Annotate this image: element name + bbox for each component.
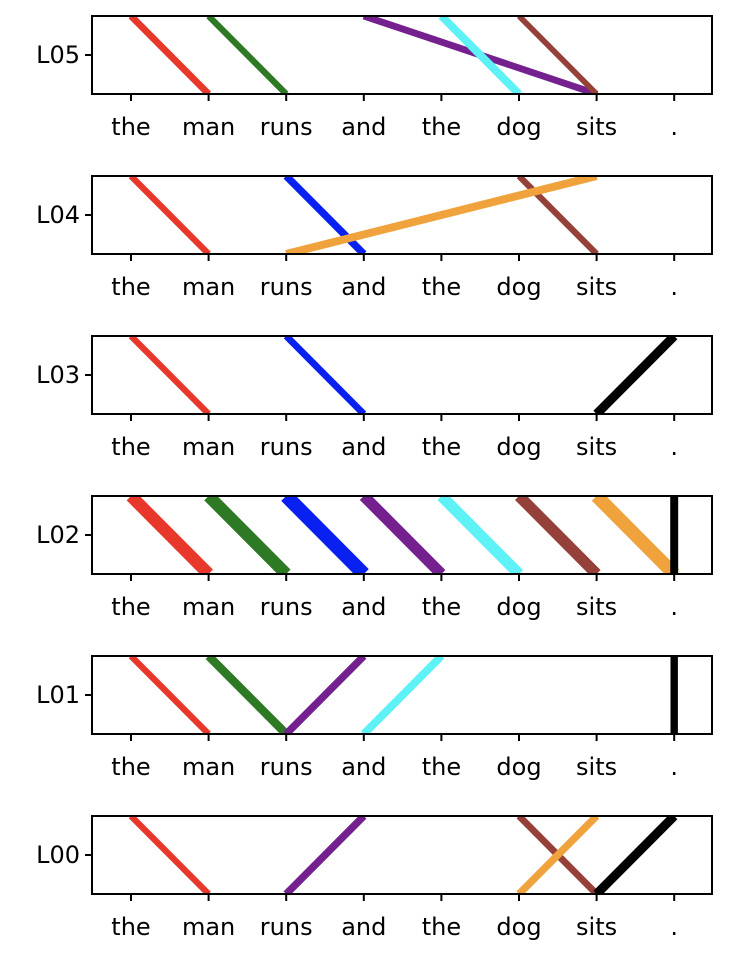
attention-edge-and-to-the xyxy=(359,496,446,574)
token-label: . xyxy=(670,113,678,141)
layer-panel-l04: L04 the man runs and the dog sits. xyxy=(36,175,713,301)
token-label: dog xyxy=(496,113,541,141)
token-label: sits xyxy=(576,913,617,941)
token-label: . xyxy=(670,433,678,461)
token-label: sits xyxy=(576,113,617,141)
token-label: . xyxy=(670,593,678,621)
token-label: . xyxy=(670,913,678,941)
layer-label: L05 xyxy=(36,41,80,69)
attention-edge-man-to-runs xyxy=(204,496,291,574)
token-label: runs xyxy=(260,913,313,941)
layer-panel-l02: L02 the man runs and the dog sits. xyxy=(36,495,713,621)
layer-panel-l00: L00 the man runs and the dog sits. xyxy=(36,815,713,941)
token-label: man xyxy=(182,753,235,781)
token-label: sits xyxy=(576,753,617,781)
token-label: man xyxy=(182,273,235,301)
layer-edges xyxy=(128,816,678,894)
token-label: the xyxy=(422,593,461,621)
token-label: the xyxy=(111,913,150,941)
layer-label: L00 xyxy=(36,841,80,869)
layer-panel-l05: L05 the man runs and the dog sits. xyxy=(36,15,713,141)
token-label: sits xyxy=(576,593,617,621)
token-label: the xyxy=(111,273,150,301)
token-label: the xyxy=(111,113,150,141)
attention-edge-and-to-runs xyxy=(283,816,367,894)
token-label: and xyxy=(341,433,386,461)
token-label: runs xyxy=(260,433,313,461)
token-label: dog xyxy=(496,593,541,621)
token-label: man xyxy=(182,433,235,461)
layer-edges xyxy=(128,336,678,414)
token-label: the xyxy=(422,273,461,301)
token-label: dog xyxy=(496,273,541,301)
token-label: the xyxy=(422,753,461,781)
layer-edges xyxy=(128,656,678,734)
token-label: runs xyxy=(260,113,313,141)
token-label: man xyxy=(182,113,235,141)
layer-panel-l03: L03 the man runs and the dog sits. xyxy=(36,335,713,461)
token-label: the xyxy=(422,913,461,941)
token-label: and xyxy=(341,913,386,941)
token-label: the xyxy=(111,433,150,461)
attention-edge-the-to-man xyxy=(128,656,211,734)
attention-edge-period-to-sits xyxy=(593,816,678,894)
token-label: and xyxy=(341,273,386,301)
attention-edge-and-to-runs xyxy=(283,656,367,734)
attention-edge-the-to-man xyxy=(128,336,211,414)
attention-edge-runs-to-and xyxy=(281,496,369,574)
attention-edge-sits-to-period xyxy=(591,496,679,574)
token-label: and xyxy=(341,753,386,781)
token-label: dog xyxy=(496,753,541,781)
token-label: man xyxy=(182,593,235,621)
attention-edge-the-to-man xyxy=(126,496,213,574)
token-label: man xyxy=(182,913,235,941)
token-label: . xyxy=(670,753,678,781)
attention-edge-the-to-man xyxy=(128,816,211,894)
layer-label: L01 xyxy=(36,681,80,709)
attention-edge-the-to-dog xyxy=(438,16,522,94)
attention-edge-runs-to-and xyxy=(283,336,367,414)
attention-edge-the-to-dog xyxy=(437,496,523,574)
token-label: and xyxy=(341,113,386,141)
attention-edge-period-to-sits xyxy=(593,336,678,414)
attention-edge-the-to-man xyxy=(128,176,211,254)
token-label: the xyxy=(422,113,461,141)
attention-edge-man-to-runs xyxy=(206,16,289,94)
attention-edge-dog-to-sits xyxy=(516,16,599,94)
token-label: runs xyxy=(260,593,313,621)
token-label: the xyxy=(422,433,461,461)
layer-edges xyxy=(128,16,599,94)
layer-label: L03 xyxy=(36,361,80,389)
token-label: the xyxy=(111,593,150,621)
attention-edge-sits-to-dog xyxy=(516,816,600,894)
token-label: dog xyxy=(496,913,541,941)
token-label: sits xyxy=(576,273,617,301)
panel-frame xyxy=(91,815,713,895)
layer-panel-l01: L01 the man runs and the dog sits. xyxy=(36,655,713,781)
attention-edge-the-to-man xyxy=(128,16,212,94)
panel-frame xyxy=(91,335,713,415)
token-label: the xyxy=(111,753,150,781)
token-label: . xyxy=(670,273,678,301)
token-label: sits xyxy=(576,433,617,461)
layer-edges xyxy=(126,496,679,574)
token-label: runs xyxy=(260,753,313,781)
panel-frame xyxy=(91,175,713,255)
attention-edge-man-to-runs xyxy=(205,656,290,734)
attention-edge-the-to-and xyxy=(360,656,445,734)
token-label: and xyxy=(341,593,386,621)
layer-edges xyxy=(128,176,599,254)
layer-label: L04 xyxy=(36,201,80,229)
layer-label: L02 xyxy=(36,521,80,549)
token-label: dog xyxy=(496,433,541,461)
attention-edge-dog-to-sits xyxy=(515,496,601,574)
token-label: runs xyxy=(260,273,313,301)
attention-edge-sits-to-runs xyxy=(285,176,598,254)
